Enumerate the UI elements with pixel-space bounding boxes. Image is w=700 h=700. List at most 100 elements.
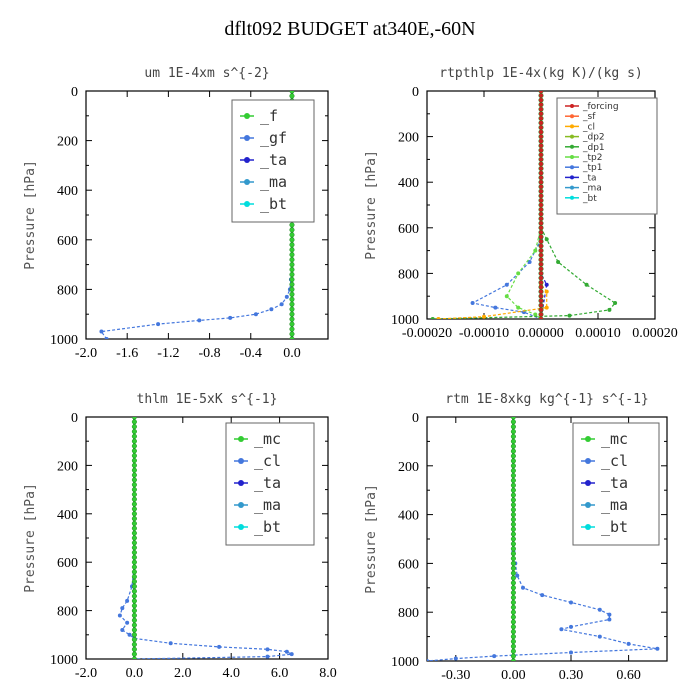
data-point xyxy=(510,417,516,420)
data-point xyxy=(289,326,295,332)
data-point xyxy=(510,585,516,591)
data-point xyxy=(125,598,130,603)
x-tick-label: 0.00000 xyxy=(518,326,564,341)
data-point xyxy=(510,541,516,547)
data-point xyxy=(510,473,516,479)
legend-label: _bt xyxy=(254,518,281,536)
data-point xyxy=(289,232,295,238)
data-point xyxy=(436,317,441,319)
data-point xyxy=(197,318,202,323)
data-point xyxy=(427,659,429,661)
data-point xyxy=(156,322,161,327)
data-point xyxy=(131,433,137,439)
data-point xyxy=(569,650,573,655)
data-point xyxy=(510,482,516,488)
data-point xyxy=(510,507,516,513)
y-tick-label: 1000 xyxy=(50,333,78,348)
legend-label: _cl xyxy=(601,452,628,470)
x-tick-label: -1.2 xyxy=(157,346,179,361)
data-point xyxy=(131,651,137,657)
data-point xyxy=(538,275,544,281)
legend-marker xyxy=(585,458,591,464)
data-point xyxy=(510,531,516,537)
x-tick-label: -0.00010 xyxy=(459,326,509,341)
data-point xyxy=(131,424,137,430)
data-point xyxy=(131,593,137,599)
data-point xyxy=(515,573,520,578)
data-point xyxy=(289,331,295,337)
y-tick-label: 600 xyxy=(57,234,78,249)
legend: _f _gf _ta _ma _bt xyxy=(231,99,315,223)
legend-label: _mc xyxy=(601,430,628,448)
data-point xyxy=(538,270,544,276)
data-point xyxy=(131,491,137,497)
data-point xyxy=(538,175,544,181)
data-point xyxy=(131,443,137,449)
data-point xyxy=(131,608,137,614)
data-point xyxy=(527,260,532,264)
data-point xyxy=(538,293,544,299)
y-tick-label: 1000 xyxy=(391,655,419,670)
legend-label: _f xyxy=(260,107,278,125)
data-point xyxy=(289,247,295,253)
data-point xyxy=(538,298,544,304)
data-point xyxy=(538,156,544,162)
data-point xyxy=(131,462,137,468)
series-line-gf xyxy=(100,91,293,339)
data-point xyxy=(131,448,137,454)
data-point xyxy=(538,225,544,231)
data-point xyxy=(131,574,137,580)
y-tick-label: 800 xyxy=(398,606,419,621)
data-point xyxy=(538,216,544,222)
x-tick-label: 8.0 xyxy=(319,666,337,681)
legend-marker xyxy=(238,524,244,530)
data-point xyxy=(284,294,289,299)
data-point xyxy=(289,296,295,302)
data-point xyxy=(538,311,544,317)
data-point xyxy=(607,612,612,617)
data-point xyxy=(131,579,137,585)
panel-title: rtpthlp 1E-4x(kg K)/(kg s) xyxy=(439,66,643,81)
data-point xyxy=(131,549,137,556)
legend-label: _forcing xyxy=(582,102,619,112)
data-point xyxy=(510,463,516,469)
legend-label: _mc xyxy=(254,430,281,448)
y-tick-label: 200 xyxy=(57,459,78,474)
series-line-dp1 xyxy=(432,227,616,319)
data-point xyxy=(510,438,516,444)
data-point xyxy=(131,545,137,551)
series-group xyxy=(427,417,660,661)
legend-label: _bt xyxy=(582,194,597,204)
y-tick-label: 600 xyxy=(398,222,419,237)
data-point xyxy=(538,234,544,240)
data-point xyxy=(289,306,295,312)
data-point xyxy=(510,658,516,661)
data-point xyxy=(510,521,516,527)
legend-marker xyxy=(238,436,244,442)
data-point xyxy=(430,317,435,319)
data-point xyxy=(538,193,544,199)
data-point xyxy=(510,609,516,615)
data-point xyxy=(125,620,130,625)
data-point xyxy=(510,595,516,601)
legend-marker xyxy=(244,157,250,163)
legend-marker xyxy=(238,502,244,508)
y-axis-label: Pressure [hPa] xyxy=(364,484,379,594)
data-point xyxy=(538,266,544,272)
data-point xyxy=(131,535,137,541)
legend-label: _ta xyxy=(601,474,628,492)
data-point xyxy=(510,629,516,635)
data-point xyxy=(538,316,544,319)
y-tick-label: 600 xyxy=(398,557,419,572)
data-point xyxy=(538,124,544,131)
data-point xyxy=(131,641,137,648)
data-point xyxy=(510,546,516,552)
data-point xyxy=(510,419,516,425)
data-point xyxy=(510,551,516,557)
data-point xyxy=(289,242,295,248)
data-point xyxy=(510,648,516,654)
data-point xyxy=(538,111,544,117)
series-group xyxy=(430,91,618,319)
legend-label: _gf xyxy=(260,129,287,147)
data-point xyxy=(131,453,137,459)
